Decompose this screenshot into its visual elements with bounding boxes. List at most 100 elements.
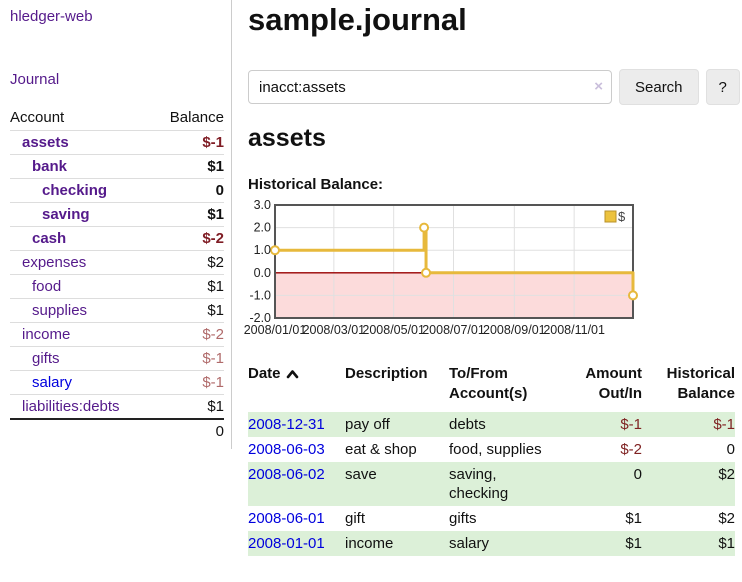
transaction-accounts: salary	[449, 531, 554, 556]
transaction-date-link[interactable]: 2008-01-01	[248, 535, 325, 552]
account-balance: $-2	[202, 326, 224, 343]
accounts-total-row: 0	[10, 419, 224, 443]
search-form: × Search ?	[248, 69, 742, 105]
sidebar-item-journal[interactable]: Journal	[10, 71, 60, 88]
header-balance: Historical Balance	[666, 365, 735, 402]
account-link-checking[interactable]: checking	[42, 182, 108, 199]
account-balance: $1	[207, 278, 224, 295]
svg-text:$: $	[618, 209, 626, 224]
svg-text:2008/05/01: 2008/05/01	[362, 323, 425, 337]
account-link-bank[interactable]: bank	[32, 158, 68, 175]
account-link-gifts[interactable]: gifts	[32, 350, 60, 367]
transaction-row: 2008-06-03 eat & shop food, supplies $-2…	[248, 437, 735, 462]
account-balance: $-1	[202, 350, 224, 367]
transaction-amount: $-2	[620, 441, 642, 458]
transaction-balance: 0	[726, 441, 735, 458]
transaction-row: 2008-06-01 gift gifts $1 $2	[248, 506, 735, 531]
account-balance: $1	[207, 398, 224, 415]
account-link-income[interactable]: income	[22, 326, 71, 343]
svg-text:3.0: 3.0	[254, 198, 271, 212]
transaction-balance: $2	[718, 510, 735, 527]
header-accounts: To/From Account(s)	[449, 365, 528, 402]
search-help-button[interactable]: ?	[705, 69, 740, 105]
svg-text:2008/01/01: 2008/01/01	[244, 323, 307, 337]
svg-text:2008/07/01: 2008/07/01	[422, 323, 485, 337]
search-button[interactable]: Search	[619, 69, 699, 105]
transaction-accounts: debts	[449, 412, 554, 437]
account-link-supplies[interactable]: supplies	[32, 302, 88, 319]
svg-text:-1.0: -1.0	[249, 288, 271, 302]
header-description: Description	[345, 365, 428, 382]
transactions-header-row: Date Description To/From Account(s) Amou…	[248, 360, 735, 412]
transaction-amount: $1	[625, 510, 642, 527]
transaction-description: gift	[345, 510, 366, 527]
historical-balance-chart: $3.0 2.0 1.0 0.0 -1.0 -2.02008/01/012008/03/0…	[244, 198, 638, 337]
transaction-accounts: food, supplies	[449, 441, 542, 458]
account-link-expenses[interactable]: expenses	[22, 254, 87, 271]
transaction-row: 2008-01-01 income salary $1 $1	[248, 531, 735, 556]
account-row-liabilities-debts: liabilities:debts $1	[10, 395, 224, 419]
app-title-link[interactable]: hledger-web	[10, 8, 93, 25]
account-balance: $-1	[202, 134, 224, 151]
account-balance: $2	[207, 254, 224, 271]
sidebar: hledger-web Journal Account Balance asse…	[0, 0, 232, 449]
svg-text:2008/11/01: 2008/11/01	[543, 323, 605, 337]
accounts-header-account: Account	[10, 109, 65, 126]
transaction-description: eat & shop	[345, 441, 417, 458]
transaction-amount: 0	[554, 462, 642, 506]
account-link-liabilities-debts[interactable]: liabilities:debts	[22, 398, 120, 415]
account-row-food: food $1	[10, 275, 224, 299]
transaction-amount: $1	[554, 531, 642, 556]
account-link-assets[interactable]: assets	[22, 134, 69, 151]
account-row-income: income $-2	[10, 323, 224, 347]
sort-ascending-icon	[286, 365, 299, 385]
account-balance: $1	[207, 302, 224, 319]
transaction-description: income	[345, 531, 449, 556]
svg-text:2.0: 2.0	[254, 221, 271, 235]
transaction-balance: $2	[642, 462, 735, 506]
account-row-salary: salary $-1	[10, 371, 224, 395]
accounts-header-balance: Balance	[169, 109, 224, 126]
account-link-saving[interactable]: saving	[42, 206, 90, 223]
account-row-expenses: expenses $2	[10, 251, 224, 275]
account-balance: $-2	[202, 230, 224, 247]
account-link-cash[interactable]: cash	[32, 230, 67, 247]
svg-text:2008/09/01: 2008/09/01	[483, 323, 546, 337]
account-row-bank: bank $1	[10, 155, 224, 179]
header-amount: Amount Out/In	[585, 365, 642, 402]
transaction-description: pay off	[345, 412, 449, 437]
clear-search-icon[interactable]: ×	[594, 78, 603, 95]
transaction-date-link[interactable]: 2008-06-01	[248, 510, 325, 527]
search-input[interactable]	[248, 70, 612, 104]
transaction-balance: $1	[642, 531, 735, 556]
account-balance: $1	[207, 158, 224, 175]
transaction-row: 2008-06-02 save saving, checking 0 $2	[248, 462, 735, 506]
svg-text:2008/03/01: 2008/03/01	[303, 323, 366, 337]
accounts-table: Account Balance assets $-1 bank $1 check…	[10, 106, 224, 443]
account-row-assets: assets $-1	[10, 131, 224, 155]
transaction-accounts: saving, checking	[449, 462, 554, 506]
transaction-description: save	[345, 462, 449, 506]
account-balance: 0	[215, 182, 224, 199]
transaction-accounts: gifts	[449, 510, 477, 527]
account-row-gifts: gifts $-1	[10, 347, 224, 371]
transaction-balance: $-1	[642, 412, 735, 437]
transaction-amount: $-1	[554, 412, 642, 437]
account-link-food[interactable]: food	[32, 278, 62, 295]
transaction-row: 2008-12-31 pay off debts $-1 $-1	[248, 412, 735, 437]
account-balance: $-1	[202, 374, 224, 391]
account-heading: assets	[248, 124, 326, 152]
account-row-checking: checking 0	[10, 179, 224, 203]
chart-title: Historical Balance:	[248, 176, 384, 193]
transaction-date-link[interactable]: 2008-12-31	[248, 416, 325, 433]
accounts-total-value: 0	[215, 423, 224, 440]
account-link-salary[interactable]: salary	[32, 374, 73, 391]
svg-text:-2.0: -2.0	[249, 311, 271, 325]
svg-text:0.0: 0.0	[254, 266, 271, 280]
transactions-table: Date Description To/From Account(s) Amou…	[248, 360, 735, 556]
transaction-date-link[interactable]: 2008-06-02	[248, 466, 325, 483]
header-date[interactable]: Date	[248, 360, 345, 412]
transaction-date-link[interactable]: 2008-06-03	[248, 441, 325, 458]
account-balance: $1	[207, 206, 224, 223]
account-row-saving: saving $1	[10, 203, 224, 227]
